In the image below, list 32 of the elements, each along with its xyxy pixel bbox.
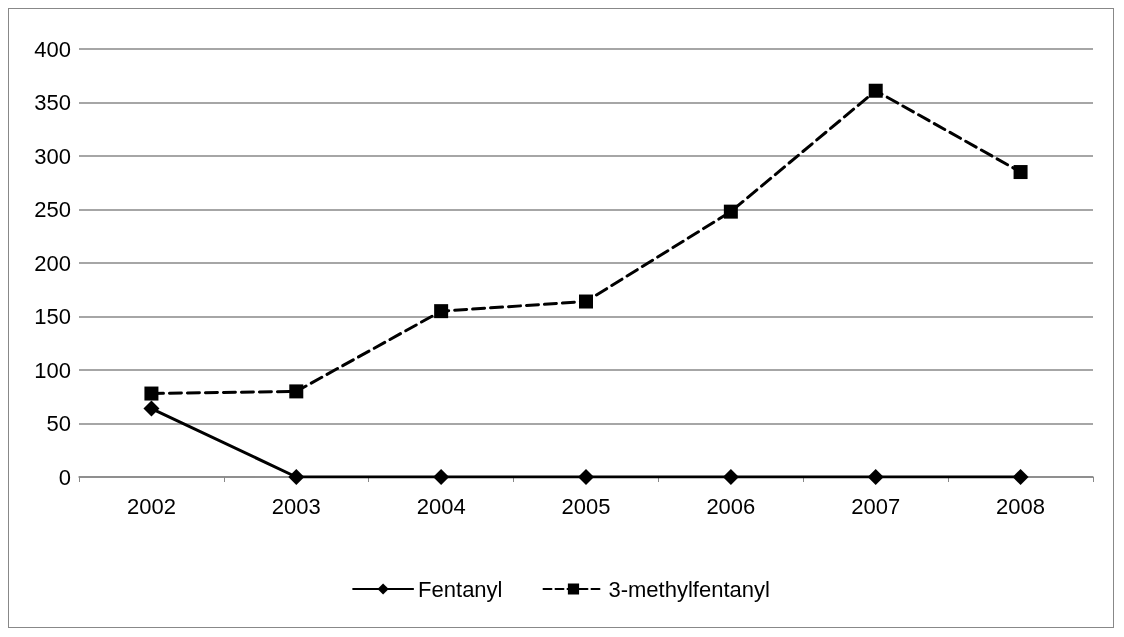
y-tick-label: 350 — [34, 90, 71, 115]
y-tick-label: 0 — [58, 464, 71, 490]
point — [289, 384, 304, 399]
point — [434, 304, 449, 319]
x-tick-label: 2004 — [416, 493, 466, 519]
x-tick-label: 2002 — [126, 493, 176, 519]
x-tick-label: 2006 — [706, 493, 756, 519]
point — [867, 469, 884, 485]
y-tick-label: 400 — [34, 36, 71, 62]
point — [1012, 469, 1029, 485]
y-tick-label: 50 — [46, 411, 71, 436]
legend-label: 3-methylfentanyl — [608, 576, 770, 602]
y-tick-label: 100 — [34, 357, 71, 383]
point — [1013, 165, 1028, 180]
point — [144, 386, 159, 401]
y-tick-label: 250 — [34, 197, 71, 222]
point — [288, 469, 305, 485]
x-tick-label: 2007 — [851, 493, 901, 519]
x-tick-label: 2003 — [271, 493, 321, 519]
x-tick-label: 2005 — [561, 493, 611, 519]
point — [579, 294, 593, 309]
x-tick-label: 2008 — [996, 493, 1046, 519]
y-tick-label: 200 — [34, 250, 71, 276]
point — [578, 469, 594, 485]
point — [143, 400, 160, 417]
point — [868, 83, 883, 98]
y-tick-label: 300 — [34, 143, 71, 169]
y-tick-label: 150 — [34, 304, 71, 329]
point — [722, 469, 739, 485]
point — [723, 204, 738, 219]
legend-label: Fentanyl — [418, 576, 503, 602]
point — [433, 469, 450, 485]
